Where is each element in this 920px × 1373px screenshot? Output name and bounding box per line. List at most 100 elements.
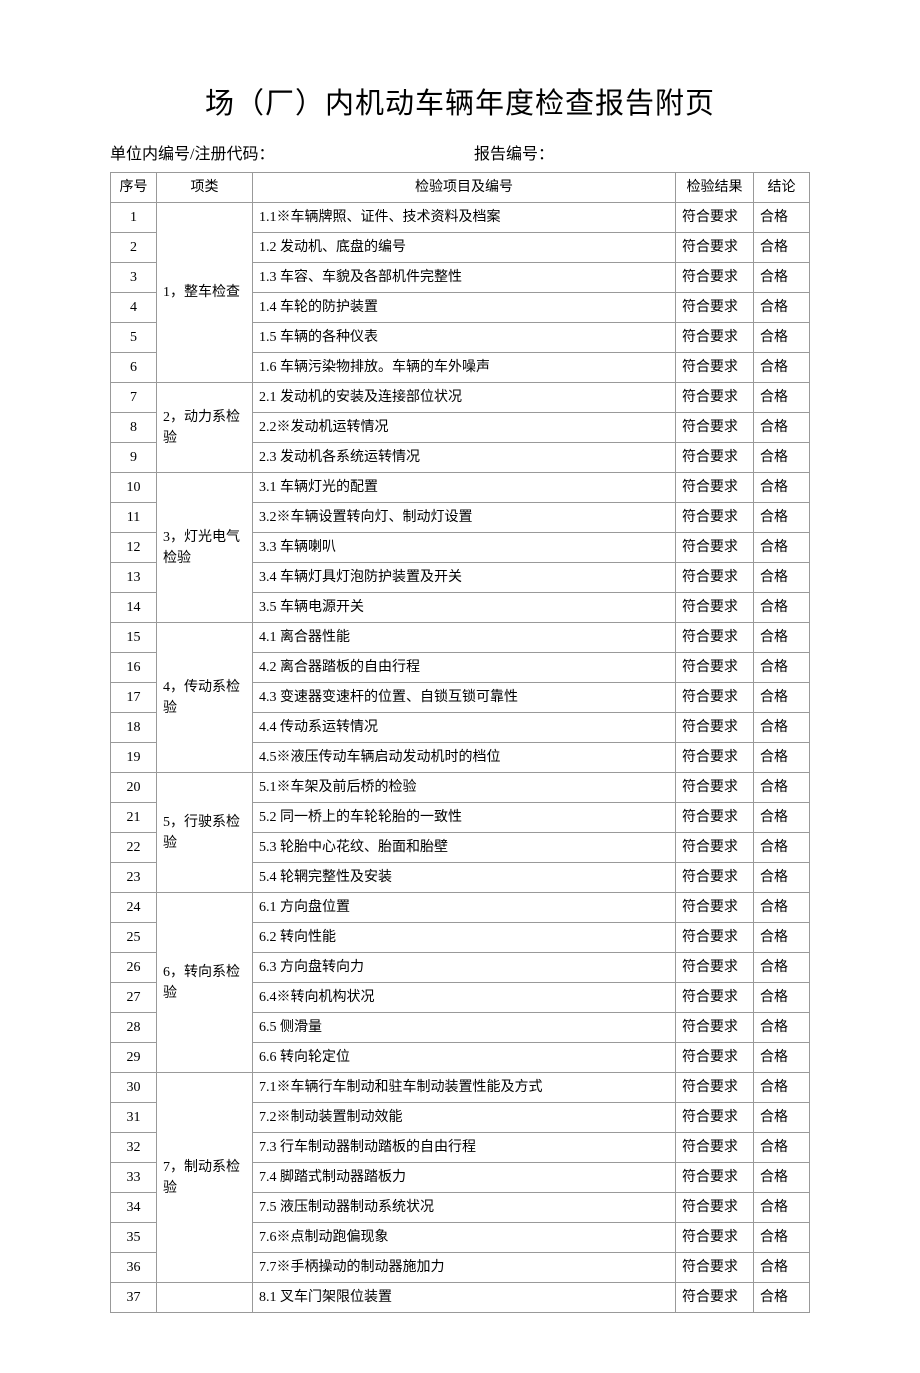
- cell-conclusion: 合格: [754, 503, 810, 533]
- cell-conclusion: 合格: [754, 443, 810, 473]
- cell-conclusion: 合格: [754, 683, 810, 713]
- cell-category: 5，行驶系检验: [157, 773, 253, 893]
- cell-item: 1.3 车容、车貌及各部机件完整性: [253, 263, 676, 293]
- cell-result: 符合要求: [676, 953, 754, 983]
- cell-seq: 29: [111, 1043, 157, 1073]
- cell-result: 符合要求: [676, 983, 754, 1013]
- table-header-row: 序号 项类 检验项目及编号 检验结果 结论: [111, 173, 810, 203]
- cell-seq: 17: [111, 683, 157, 713]
- cell-item: 3.4 车辆灯具灯泡防护装置及开关: [253, 563, 676, 593]
- cell-result: 符合要求: [676, 1013, 754, 1043]
- cell-item: 7.1※车辆行车制动和驻车制动装置性能及方式: [253, 1073, 676, 1103]
- cell-item: 3.2※车辆设置转向灯、制动灯设置: [253, 503, 676, 533]
- cell-item: 3.1 车辆灯光的配置: [253, 473, 676, 503]
- cell-conclusion: 合格: [754, 1283, 810, 1313]
- cell-result: 符合要求: [676, 293, 754, 323]
- cell-item: 1.2 发动机、底盘的编号: [253, 233, 676, 263]
- cell-result: 符合要求: [676, 623, 754, 653]
- cell-conclusion: 合格: [754, 653, 810, 683]
- cell-item: 7.7※手柄操动的制动器施加力: [253, 1253, 676, 1283]
- cell-seq: 4: [111, 293, 157, 323]
- header-row: 单位内编号/注册代码： 报告编号：: [110, 140, 810, 164]
- cell-seq: 1: [111, 203, 157, 233]
- cell-seq: 13: [111, 563, 157, 593]
- cell-result: 符合要求: [676, 533, 754, 563]
- cell-result: 符合要求: [676, 773, 754, 803]
- cell-conclusion: 合格: [754, 1103, 810, 1133]
- cell-item: 1.4 车轮的防护装置: [253, 293, 676, 323]
- cell-result: 符合要求: [676, 593, 754, 623]
- cell-item: 5.3 轮胎中心花纹、胎面和胎壁: [253, 833, 676, 863]
- cell-item: 2.3 发动机各系统运转情况: [253, 443, 676, 473]
- cell-conclusion: 合格: [754, 413, 810, 443]
- cell-item: 7.5 液压制动器制动系统状况: [253, 1193, 676, 1223]
- cell-result: 符合要求: [676, 1133, 754, 1163]
- cell-item: 6.4※转向机构状况: [253, 983, 676, 1013]
- cell-seq: 5: [111, 323, 157, 353]
- col-header-category: 项类: [157, 173, 253, 203]
- cell-result: 符合要求: [676, 1163, 754, 1193]
- cell-conclusion: 合格: [754, 1073, 810, 1103]
- cell-result: 符合要求: [676, 323, 754, 353]
- cell-item: 7.4 脚踏式制动器踏板力: [253, 1163, 676, 1193]
- cell-conclusion: 合格: [754, 1043, 810, 1073]
- cell-seq: 22: [111, 833, 157, 863]
- cell-category: 3，灯光电气检验: [157, 473, 253, 623]
- cell-seq: 30: [111, 1073, 157, 1103]
- col-header-conclusion: 结论: [754, 173, 810, 203]
- col-header-item: 检验项目及编号: [253, 173, 676, 203]
- cell-item: 4.1 离合器性能: [253, 623, 676, 653]
- cell-item: 6.5 侧滑量: [253, 1013, 676, 1043]
- cell-conclusion: 合格: [754, 803, 810, 833]
- cell-conclusion: 合格: [754, 743, 810, 773]
- unit-code-label: 单位内编号/注册代码：: [110, 140, 474, 164]
- cell-item: 5.2 同一桥上的车轮轮胎的一致性: [253, 803, 676, 833]
- cell-result: 符合要求: [676, 353, 754, 383]
- cell-seq: 10: [111, 473, 157, 503]
- cell-result: 符合要求: [676, 503, 754, 533]
- cell-seq: 14: [111, 593, 157, 623]
- cell-item: 4.5※液压传动车辆启动发动机时的档位: [253, 743, 676, 773]
- cell-seq: 34: [111, 1193, 157, 1223]
- cell-seq: 6: [111, 353, 157, 383]
- cell-conclusion: 合格: [754, 923, 810, 953]
- cell-item: 6.2 转向性能: [253, 923, 676, 953]
- cell-item: 1.5 车辆的各种仪表: [253, 323, 676, 353]
- cell-conclusion: 合格: [754, 323, 810, 353]
- cell-result: 符合要求: [676, 803, 754, 833]
- cell-conclusion: 合格: [754, 563, 810, 593]
- cell-item: 1.6 车辆污染物排放。车辆的车外噪声: [253, 353, 676, 383]
- cell-result: 符合要求: [676, 1223, 754, 1253]
- cell-item: 3.3 车辆喇叭: [253, 533, 676, 563]
- cell-conclusion: 合格: [754, 893, 810, 923]
- cell-seq: 31: [111, 1103, 157, 1133]
- cell-item: 2.2※发动机运转情况: [253, 413, 676, 443]
- inspection-table: 序号 项类 检验项目及编号 检验结果 结论 11，整车检查1.1※车辆牌照、证件…: [110, 172, 810, 1313]
- cell-item: 2.1 发动机的安装及连接部位状况: [253, 383, 676, 413]
- cell-conclusion: 合格: [754, 833, 810, 863]
- cell-category: 4，传动系检验: [157, 623, 253, 773]
- cell-category: 7，制动系检验: [157, 1073, 253, 1283]
- cell-item: 4.3 变速器变速杆的位置、自锁互锁可靠性: [253, 683, 676, 713]
- cell-seq: 33: [111, 1163, 157, 1193]
- cell-conclusion: 合格: [754, 293, 810, 323]
- cell-conclusion: 合格: [754, 1013, 810, 1043]
- cell-category: 6，转向系检验: [157, 893, 253, 1073]
- table-row: 246，转向系检验6.1 方向盘位置符合要求合格: [111, 893, 810, 923]
- cell-conclusion: 合格: [754, 863, 810, 893]
- cell-result: 符合要求: [676, 1073, 754, 1103]
- cell-conclusion: 合格: [754, 203, 810, 233]
- cell-result: 符合要求: [676, 413, 754, 443]
- cell-result: 符合要求: [676, 743, 754, 773]
- cell-seq: 11: [111, 503, 157, 533]
- cell-conclusion: 合格: [754, 263, 810, 293]
- cell-result: 符合要求: [676, 893, 754, 923]
- cell-item: 8.1 叉车门架限位装置: [253, 1283, 676, 1313]
- cell-item: 7.3 行车制动器制动踏板的自由行程: [253, 1133, 676, 1163]
- cell-seq: 12: [111, 533, 157, 563]
- cell-conclusion: 合格: [754, 1133, 810, 1163]
- cell-conclusion: 合格: [754, 713, 810, 743]
- cell-seq: 7: [111, 383, 157, 413]
- cell-item: 7.6※点制动跑偏现象: [253, 1223, 676, 1253]
- cell-result: 符合要求: [676, 1283, 754, 1313]
